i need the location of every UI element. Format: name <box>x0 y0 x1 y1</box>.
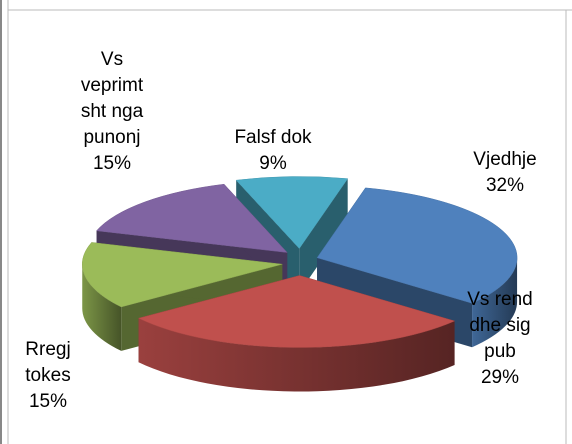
slice-label: Vs veprimt sht nga punonj <box>81 49 144 148</box>
slice-top <box>82 242 283 308</box>
slice-wall <box>299 178 348 293</box>
slice-top <box>137 275 456 348</box>
slice-top <box>96 183 288 253</box>
slice-top <box>316 187 518 304</box>
slice-label: Falsf dok <box>234 127 312 148</box>
slice-value-label: 15% <box>93 153 131 174</box>
slice-label: Vs rend dhe sig pub <box>467 289 532 362</box>
slice <box>137 275 456 392</box>
slice-label: Rregj tokes <box>25 339 70 386</box>
slice-value-label: 29% <box>481 367 519 388</box>
slice-side <box>472 257 518 348</box>
slice-label: Vjedhje <box>473 149 536 170</box>
slice-top <box>235 176 349 249</box>
slice-side <box>138 318 455 392</box>
slice-side <box>82 264 122 351</box>
slice-value-label: 15% <box>29 391 67 412</box>
slice-value-label: 9% <box>259 153 287 174</box>
slice-value-label: 32% <box>486 175 524 196</box>
